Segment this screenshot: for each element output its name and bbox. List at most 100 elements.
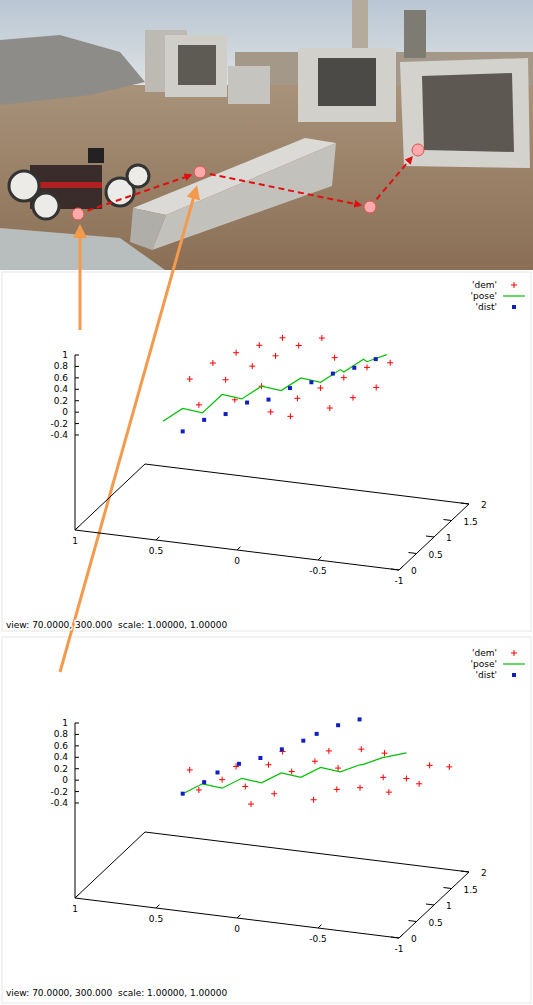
axis-z <box>75 355 76 530</box>
point-plus <box>373 384 379 390</box>
point-plus <box>242 783 248 789</box>
tick-y <box>318 925 322 928</box>
box <box>400 58 530 168</box>
base-edge <box>75 464 145 530</box>
tick-z <box>75 389 79 390</box>
point-plus <box>387 360 393 366</box>
point-square <box>288 386 292 390</box>
tick-label-z: -0.4 <box>50 798 68 808</box>
point-plus <box>416 781 422 787</box>
point-square <box>352 366 356 370</box>
tower <box>404 10 426 58</box>
point-plus <box>233 350 239 356</box>
point-plus <box>319 335 325 341</box>
tick-z <box>75 757 79 758</box>
view-caption: view: 70.0000, 300.000 scale: 1.00000, 1… <box>6 988 228 998</box>
point-square <box>216 770 220 774</box>
tick-label-z: 1 <box>62 350 68 360</box>
tick-y <box>318 557 322 560</box>
point-square <box>181 792 185 796</box>
point-plus <box>350 395 356 401</box>
legend-label: 'dem' <box>472 648 497 658</box>
tick-label-z: -0.2 <box>50 419 68 429</box>
tick-label-z: 0.2 <box>54 396 68 406</box>
tick-x <box>426 536 434 537</box>
tick-z <box>75 734 79 735</box>
tick-z <box>75 400 79 401</box>
point-plus <box>289 769 295 775</box>
tick-label-x: 2 <box>481 868 487 878</box>
point-plus <box>273 353 279 359</box>
waypoint <box>72 208 84 220</box>
axis-x <box>399 872 469 938</box>
axis-z <box>75 723 76 898</box>
tick-z <box>75 780 79 781</box>
tick-z <box>75 791 79 792</box>
point-plus <box>327 405 333 411</box>
tick-label-z: 0.4 <box>54 752 69 762</box>
tick-label-y: -1 <box>395 576 404 586</box>
point-plus <box>312 758 318 764</box>
point-plus <box>318 385 324 391</box>
waypoint <box>194 166 206 178</box>
point-square <box>301 739 305 743</box>
point-square <box>374 357 378 361</box>
box <box>298 48 396 122</box>
robot-stripe <box>30 182 102 188</box>
tick-label-y: 1 <box>72 904 78 914</box>
plot-data <box>181 717 453 807</box>
point-plus <box>311 797 317 803</box>
tick-z <box>75 412 79 413</box>
point-square <box>202 418 206 422</box>
box <box>165 35 227 97</box>
tick-label-z: 0.8 <box>54 361 69 371</box>
tick-label-x: 2 <box>481 500 487 510</box>
chart: 10.50-0.5-100.511.52-0.4-0.200.20.40.60.… <box>6 648 525 998</box>
tick-y <box>156 537 160 540</box>
legend-label: 'dist' <box>476 302 497 312</box>
tick-y <box>237 547 241 550</box>
tick-label-y: 0.5 <box>149 546 163 556</box>
point-square <box>358 717 362 721</box>
pose-line <box>163 355 387 422</box>
tick-label-z: 0.6 <box>54 741 69 751</box>
rubble <box>0 35 145 105</box>
point-square <box>280 747 284 751</box>
box <box>228 66 270 104</box>
panel-background <box>2 637 531 1003</box>
point-square <box>202 780 206 784</box>
point-plus <box>248 801 254 807</box>
tick-label-x: 0.5 <box>429 550 443 560</box>
tick-label-z: 0.8 <box>54 729 69 739</box>
path-segment <box>210 174 360 205</box>
tick-x <box>444 888 452 889</box>
waypoint <box>364 201 376 213</box>
point-square <box>224 412 228 416</box>
figure: 10.50-0.5-100.511.52-0.4-0.200.20.40.60.… <box>0 0 533 1005</box>
tick-label-x: 1.5 <box>464 885 478 895</box>
tick-label-x: 0 <box>411 934 417 944</box>
tick-z <box>75 745 79 746</box>
base-edge <box>145 832 469 872</box>
point-plus <box>364 364 370 370</box>
legend-swatch <box>512 305 516 309</box>
tick-label-x: 0 <box>411 566 417 576</box>
tick-y <box>75 527 79 530</box>
tick-label-x: 1 <box>446 533 452 543</box>
base-edge <box>145 464 469 504</box>
tick-x <box>409 553 417 554</box>
legend-label: 'dem' <box>472 280 497 290</box>
tick-label-z: 0 <box>62 407 68 417</box>
base-edge <box>75 832 145 898</box>
point-square <box>237 762 241 766</box>
point-square <box>258 756 262 760</box>
legend-swatch <box>503 295 525 296</box>
legend: 'dem''pose''dist' <box>471 648 525 680</box>
axis-x <box>399 504 469 570</box>
tick-label-y: -0.5 <box>309 934 327 944</box>
point-plus <box>249 363 255 369</box>
tick-x <box>444 520 452 521</box>
tick-y <box>156 905 160 908</box>
point-plus <box>287 413 293 419</box>
tick-x <box>409 921 417 922</box>
